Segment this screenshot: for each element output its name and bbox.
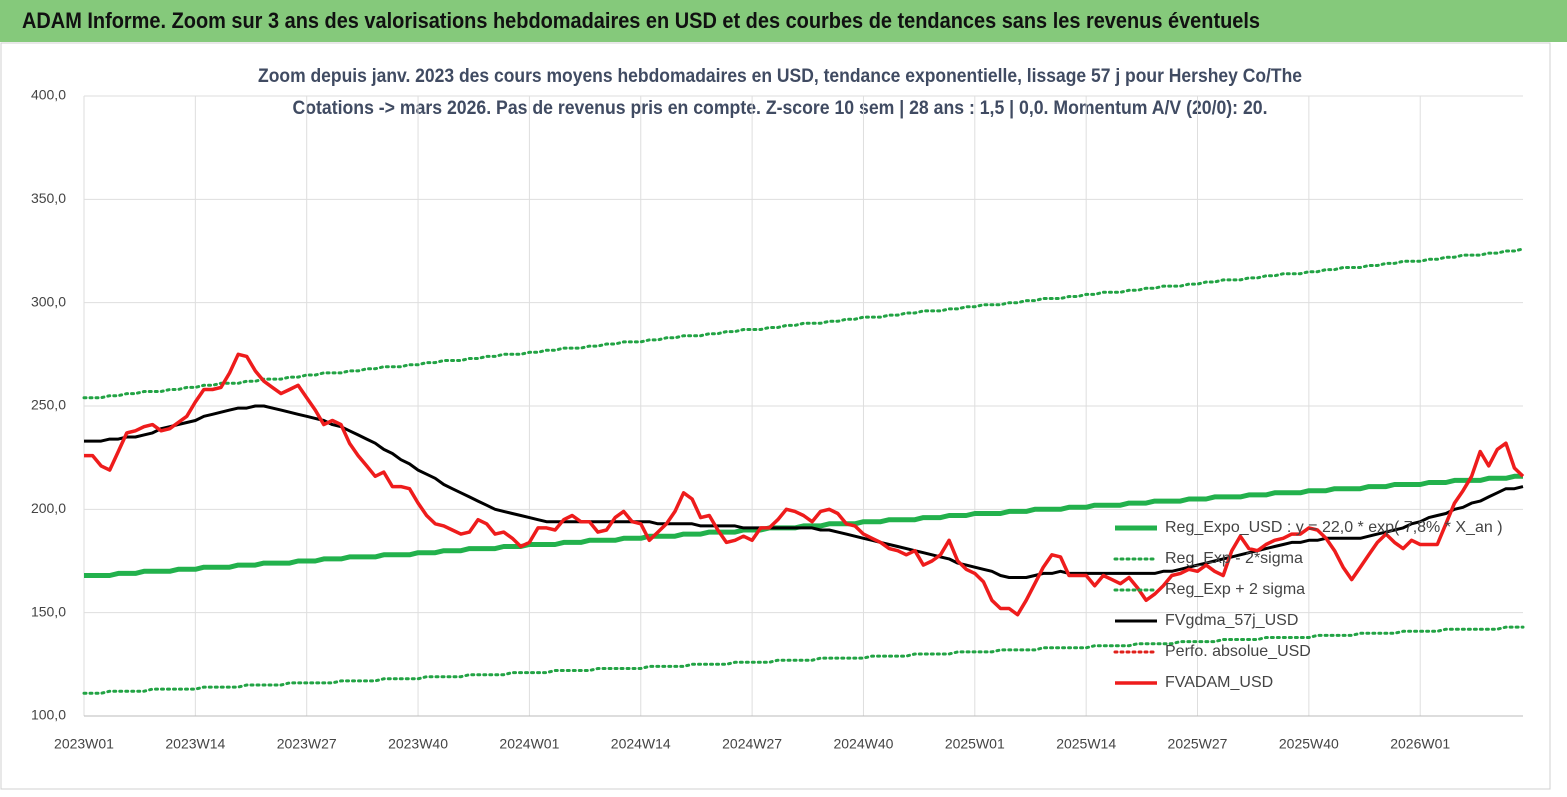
legend-label: FVADAM_USD	[1165, 674, 1273, 691]
legend-label: FVgdma_57j_USD	[1165, 612, 1298, 629]
header-title: ADAM Informe. Zoom sur 3 ans des valoris…	[22, 8, 1260, 33]
header-bar	[0, 0, 1567, 42]
x-tick-label: 2024W14	[611, 736, 671, 752]
series-line	[84, 404, 1524, 579]
legend-label: Perfo. absolue_USD	[1165, 643, 1311, 660]
x-tick-label: 2025W27	[1168, 736, 1228, 752]
x-tick-label: 2024W01	[499, 736, 559, 752]
y-tick-label: 250,0	[31, 397, 66, 413]
x-tick-label: 2024W40	[833, 736, 893, 752]
y-tick-label: 150,0	[31, 603, 66, 619]
series-line	[82, 247, 1525, 400]
chart-subtitle: Cotations -> mars 2026. Pas de revenus p…	[293, 98, 1268, 119]
legend-label: Reg_Expo_USD : y = 22,0 * exp( 7,8% * X_…	[1165, 519, 1503, 536]
x-tick-label: 2023W14	[165, 736, 225, 752]
x-tick-label: 2023W40	[388, 736, 448, 752]
x-tick-label: 2026W01	[1390, 736, 1450, 752]
y-tick-label: 350,0	[31, 190, 66, 206]
y-tick-label: 100,0	[31, 707, 66, 723]
x-tick-label: 2023W01	[54, 736, 114, 752]
x-tick-label: 2024W27	[722, 736, 782, 752]
y-tick-label: 300,0	[31, 293, 66, 309]
series-line	[84, 352, 1525, 617]
x-tick-label: 2025W01	[945, 736, 1005, 752]
legend-label: Reg_Exp - 2*sigma	[1165, 550, 1303, 567]
chart-title: Zoom depuis janv. 2023 des cours moyens …	[258, 66, 1302, 87]
x-tick-label: 2023W27	[277, 736, 337, 752]
x-tick-label: 2025W14	[1056, 736, 1116, 752]
series-line	[84, 473, 1523, 578]
y-tick-label: 200,0	[31, 500, 66, 516]
y-tick-label: 400,0	[31, 87, 66, 103]
x-tick-label: 2025W40	[1279, 736, 1339, 752]
series-line	[82, 625, 1525, 695]
chart-frame	[0, 42, 1551, 790]
legend-label: Reg_Exp + 2 sigma	[1165, 581, 1305, 598]
